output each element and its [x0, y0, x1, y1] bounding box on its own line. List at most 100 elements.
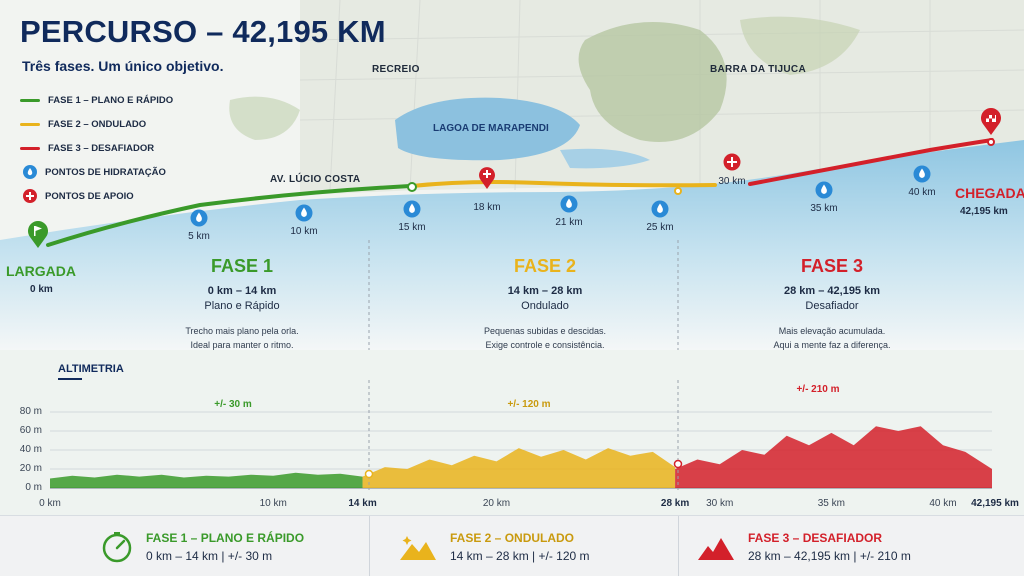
hydration-km-label: 15 km — [398, 222, 426, 233]
legend-label: PONTOS DE HIDRATAÇÃO — [45, 166, 166, 178]
support-point-icon — [479, 167, 495, 189]
legend: FASE 1 – PLANO E RÁPIDO FASE 2 – ONDULAD… — [20, 88, 220, 208]
support-point-icon — [723, 153, 741, 171]
phase-range: 14 km – 28 km — [507, 285, 583, 297]
x-tick-label: 40 km — [929, 498, 957, 509]
phase-summary-bar: FASE 1 – PLANO E RÁPIDO 0 km – 14 km | +… — [0, 515, 1024, 576]
elevation-label-phase-1: +/- 30 m — [214, 399, 252, 410]
speedometer-icon — [102, 531, 132, 562]
legend-item-hydration: PONTOS DE HIDRATAÇÃO — [20, 160, 220, 184]
phase-title: FASE 2 — [513, 256, 577, 276]
phase-kind: Desafiador — [805, 300, 859, 312]
summary-phase-3: FASE 3 – DESAFIADOR 28 km – 42,195 km | … — [696, 516, 911, 576]
x-tick-label: 42,195 km — [971, 498, 1019, 509]
summary-detail: 28 km – 42,195 km | +/- 210 m — [748, 548, 911, 563]
elevation-label-phase-2: +/- 120 m — [507, 399, 551, 410]
divider — [369, 516, 370, 576]
summary-phase-2: FASE 2 – ONDULADO 14 km – 28 km | +/- 12… — [398, 516, 590, 576]
finish-label: CHEGADA — [955, 185, 1024, 201]
phase-3-description: FASE 3 28 km – 42,195 km Desafiador Mais… — [702, 256, 962, 352]
elevation-area-phase-1 — [50, 472, 363, 488]
phase-desc-line: Mais elevação acumulada. — [778, 326, 886, 336]
phase-1-description: FASE 1 0 km – 14 km Plano e Rápido Trech… — [112, 256, 372, 352]
legend-label: FASE 1 – PLANO E RÁPIDO — [48, 94, 174, 106]
place-barra-da-tijuca: BARRA DA TIJUCA — [710, 64, 806, 75]
x-tick-label: 20 km — [482, 498, 511, 509]
phase-kind: Plano e Rápido — [204, 300, 280, 312]
phase-desc-line: Pequenas subidas e descidas. — [483, 326, 607, 336]
route-phase-1 — [46, 184, 412, 247]
water-drop-icon — [23, 165, 37, 179]
phase-title: FASE 3 — [800, 256, 864, 276]
y-tick-label: 20 m — [19, 463, 42, 474]
legend-item-phase-2: FASE 2 – ONDULADO — [20, 112, 220, 136]
support-km-label: 18 km — [473, 202, 501, 213]
hydration-km-label: 40 km — [908, 187, 936, 198]
elevation-area-phase-3 — [675, 426, 992, 488]
start-km: 0 km — [30, 284, 53, 295]
legend-label: FASE 3 – DESAFIADOR — [48, 142, 155, 154]
page-title: PERCURSO – 42,195 KM — [20, 14, 386, 49]
phase-desc-line: Ideal para manter o ritmo. — [190, 340, 294, 350]
summary-detail: 14 km – 28 km | +/- 120 m — [450, 548, 590, 563]
start-label: LARGADA — [6, 263, 76, 279]
x-tick-label: 10 km — [259, 498, 287, 509]
place-avenida: AV. LÚCIO COSTA — [270, 174, 361, 185]
x-tick-label: 35 km — [817, 498, 845, 509]
water-drop-icon — [815, 181, 833, 199]
hills-icon — [400, 535, 436, 560]
finish-flag-icon — [981, 108, 1001, 146]
elevation-label-phase-3: +/- 210 m — [796, 384, 840, 395]
phase-desc-line: Exige controle e consistência. — [485, 340, 605, 350]
route-phase-2 — [410, 180, 717, 188]
hydration-km-label: 5 km — [188, 231, 210, 242]
page-subtitle: Três fases. Um único objetivo. — [22, 58, 224, 74]
phase-desc-line: Aqui a mente faz a diferença. — [773, 340, 891, 350]
x-tick-label: 28 km — [660, 498, 690, 509]
altimetry-chart — [50, 380, 992, 490]
green-line-icon — [20, 98, 40, 102]
water-drop-icon — [913, 165, 931, 183]
support-km-label: 30 km — [718, 176, 746, 187]
water-drop-icon — [295, 204, 313, 222]
x-tick-label: 30 km — [706, 498, 734, 509]
x-tick-label: 0 km — [39, 498, 61, 509]
summary-title: FASE 2 – ONDULADO — [450, 530, 575, 545]
hydration-km-label: 35 km — [810, 203, 838, 214]
elevation-area-phase-2 — [362, 448, 676, 488]
summary-detail: 0 km – 14 km | +/- 30 m — [146, 548, 273, 563]
red-line-icon — [20, 146, 40, 150]
hydration-km-label: 10 km — [290, 226, 318, 237]
phase-kind: Ondulado — [521, 300, 569, 312]
finish-km: 42,195 km — [960, 206, 1008, 217]
phase-range: 0 km – 14 km — [207, 285, 277, 297]
mountain-icon — [698, 537, 734, 560]
summary-title: FASE 3 – DESAFIADOR — [748, 530, 883, 545]
place-lagoa-de-marapendi: LAGOA DE MARAPENDI — [433, 123, 549, 134]
y-tick-label: 60 m — [19, 425, 42, 436]
yellow-line-icon — [20, 122, 40, 126]
summary-title: FASE 1 – PLANO E RÁPIDO — [146, 530, 305, 545]
legend-item-phase-1: FASE 1 – PLANO E RÁPIDO — [20, 88, 220, 112]
phase-range: 28 km – 42,195 km — [783, 285, 881, 297]
divider — [678, 516, 679, 576]
summary-phase-1: FASE 1 – PLANO E RÁPIDO 0 km – 14 km | +… — [100, 516, 304, 576]
water-drop-icon — [560, 195, 578, 213]
water-drop-icon — [190, 209, 208, 227]
phase-title: FASE 1 — [210, 256, 274, 276]
x-tick-label: 14 km — [348, 498, 377, 509]
y-tick-label: 40 m — [19, 444, 42, 455]
start-flag-icon — [28, 221, 48, 248]
altimetry-underline — [58, 378, 82, 380]
hydration-km-label: 25 km — [646, 222, 674, 233]
legend-label: PONTOS DE APOIO — [45, 190, 134, 202]
legend-item-support: PONTOS DE APOIO — [20, 184, 220, 208]
water-drop-icon — [403, 200, 421, 218]
phase-2-description: FASE 2 14 km – 28 km Ondulado Pequenas s… — [415, 256, 675, 352]
route-phase-3 — [748, 138, 994, 186]
place-recreio: RECREIO — [372, 64, 420, 75]
water-drop-icon — [651, 200, 669, 218]
y-tick-label: 0 m — [25, 482, 42, 493]
legend-item-phase-3: FASE 3 – DESAFIADOR — [20, 136, 220, 160]
